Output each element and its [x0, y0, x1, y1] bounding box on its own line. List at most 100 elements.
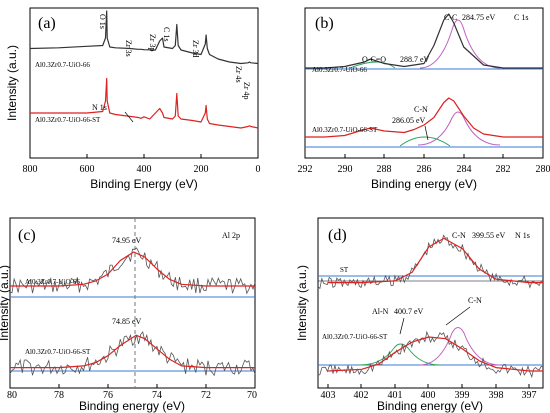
- panel-d-plot: [328, 237, 543, 372]
- panel-c-ylabel: Intensity (a.u.): [0, 265, 11, 341]
- panel-b-tick-292: 292: [298, 164, 313, 175]
- panel-c-letter: (c): [18, 227, 36, 244]
- panel-d-raw-1: [317, 234, 543, 290]
- panel-a-legend-2: Al0.3Zr0.7-UiO-66-ST: [35, 116, 101, 124]
- panel-c-tick-76: 76: [103, 390, 113, 401]
- panel-b-cn-arrow: [424, 125, 429, 141]
- panel-c-raw-data: [9, 247, 256, 377]
- panel-a-annot-n1s: N 1s: [92, 103, 107, 112]
- panel-b-peak-ocoo-label: O-C=O: [362, 55, 386, 64]
- panel-d-peak-aln-label: Al-N: [372, 307, 389, 316]
- panel-b-tick-288: 288: [377, 164, 392, 175]
- panel-d-sample-2: Al0.3Zr0.7-UiO-66-ST: [322, 333, 388, 341]
- panel-b-tick-290: 290: [338, 164, 353, 175]
- panel-d-aln-arrow: [399, 317, 405, 335]
- panel-a-plot: [29, 10, 259, 129]
- panel-d-peak-cn-label: C-N: [452, 231, 466, 240]
- panel-d-peak-cn2-label: C-N: [468, 296, 482, 305]
- panel-a-legend-1: Al0.3Zr0.7-UiO-66: [35, 61, 90, 69]
- panel-b-peak-cn-value: 286.05 eV: [392, 116, 426, 125]
- panel-d-ylabel: Intensity (a.u.): [295, 265, 309, 341]
- panel-a-series-2: [30, 77, 259, 129]
- panel-a-annot-zr3s: Zr 3s: [124, 40, 133, 57]
- panel-a-annot-zr4s: Zr 4s: [234, 66, 243, 83]
- panel-a-ylabel: Intensity (a.u.): [5, 45, 19, 121]
- panel-b: (b) C 1s Binding energy (eV) 292 290 288…: [298, 7, 550, 191]
- panel-b-sample-2: Al0.3Zr0.7-UiO-66-ST: [312, 126, 378, 134]
- panel-c-element: Al 2p: [222, 231, 240, 240]
- panel-b-peak-ocoo-value: 288.7 eV: [400, 55, 430, 64]
- panel-b-peak-cn-label: C-N: [414, 105, 428, 114]
- panel-d-series-2: [328, 336, 543, 372]
- panel-b-tick-284: 284: [457, 164, 472, 175]
- panel-a-tick-400: 400: [137, 164, 152, 175]
- panel-a-annot-c1s: C 1s: [162, 27, 171, 41]
- panel-c-plot: [10, 251, 255, 369]
- panel-d-raw-data: [317, 234, 544, 379]
- panel-c-tick-78: 78: [54, 390, 64, 401]
- panel-a-tick-800: 800: [23, 164, 38, 175]
- panel-d-tick-398: 398: [489, 390, 504, 401]
- panel-c-raw-1: [9, 247, 256, 295]
- panel-b-fit-components: [305, 19, 543, 148]
- panel-d-tick-403: 403: [321, 390, 336, 401]
- panel-d-peak-cn-value: 399.55 eV: [472, 231, 506, 240]
- panel-b-sample-1: Al0.3Zr0.7-UiO-66: [312, 66, 367, 74]
- panel-c-frame: [9, 217, 256, 389]
- panel-b-letter: (b): [315, 15, 334, 32]
- panel-d-sample-1: ST: [340, 266, 349, 274]
- panel-d-ticks: [327, 384, 530, 388]
- panel-b-peak-cc-label: C-C: [444, 13, 457, 22]
- panel-a-tick-200: 200: [194, 164, 209, 175]
- panel-b-tick-282: 282: [496, 164, 511, 175]
- panel-d-tick-397: 397: [522, 390, 537, 401]
- panel-c: (c) Al 2p Intensity (a.u.) Binding energ…: [0, 217, 257, 413]
- panel-c-xlabel: Binding energy (eV): [79, 399, 185, 413]
- panel-a-tick-0: 0: [256, 164, 261, 175]
- panel-a-n1s-arrow: [124, 111, 134, 123]
- panel-b-xlabel: Binding energy (eV): [371, 177, 477, 191]
- panel-b-element: C 1s: [514, 13, 528, 22]
- panel-d-tick-399: 399: [455, 390, 470, 401]
- panel-c-tick-74: 74: [152, 390, 162, 401]
- panel-d-frame: [317, 217, 544, 389]
- panel-c-tick-70: 70: [247, 390, 257, 401]
- panel-c-tick-80: 80: [7, 390, 17, 401]
- panel-d-series-1: [328, 237, 543, 284]
- panel-a-annot-zr3p: Zr 3p: [148, 34, 157, 52]
- panel-d-peak-aln-value: 400.7 eV: [394, 307, 424, 316]
- panel-c-tick-72: 72: [201, 390, 211, 401]
- panel-b-series-2: [305, 97, 543, 138]
- panel-a-frame: [29, 7, 259, 159]
- panel-c-series-1: [10, 251, 255, 287]
- panel-c-peak-2: 74.85 eV: [112, 317, 142, 326]
- panel-a-annot-o1s: O 1s: [98, 14, 107, 29]
- panel-d-fit-components: [318, 275, 543, 366]
- panel-b-ticks: [304, 154, 544, 158]
- panel-c-peak-1: 74.95 eV: [112, 236, 142, 245]
- panel-c-sample-1: Al0.3Zr0.7-UiO-66: [25, 278, 80, 286]
- panel-d-letter: (d): [328, 227, 347, 244]
- panel-b-plot: [305, 13, 543, 138]
- panel-a: (a) Intensity (a.u.) Binding Energy (eV)…: [5, 7, 261, 191]
- panel-b-series-1: [305, 13, 543, 69]
- panel-c-raw-2: [9, 331, 256, 377]
- panel-d: (d) N 1s Intensity (a.u.) Binding energy…: [295, 217, 544, 413]
- panel-c-series-2: [10, 334, 255, 369]
- panel-a-annot-zr3d: Zr 3d: [191, 40, 200, 58]
- panel-d-tick-402: 402: [354, 390, 369, 401]
- panel-a-tick-600: 600: [80, 164, 95, 175]
- panel-c-ticks: [9, 384, 256, 388]
- panel-d-cn-arrow: [445, 306, 471, 326]
- panel-d-raw-2: [317, 330, 544, 379]
- panel-a-xlabel: Binding Energy (eV): [90, 177, 197, 191]
- panel-a-letter: (a): [38, 15, 56, 32]
- panel-a-ticks: [29, 154, 259, 158]
- panel-c-sample-2: Al0.3Zr0.7-UiO-66-ST: [25, 348, 91, 356]
- panel-b-tick-286: 286: [417, 164, 432, 175]
- panel-d-tick-401: 401: [388, 390, 403, 401]
- panel-d-element: N 1s: [515, 231, 530, 240]
- panel-d-xlabel: Binding energy (eV): [377, 399, 483, 413]
- panel-b-peak-cc-value: 284.75 eV: [462, 13, 496, 22]
